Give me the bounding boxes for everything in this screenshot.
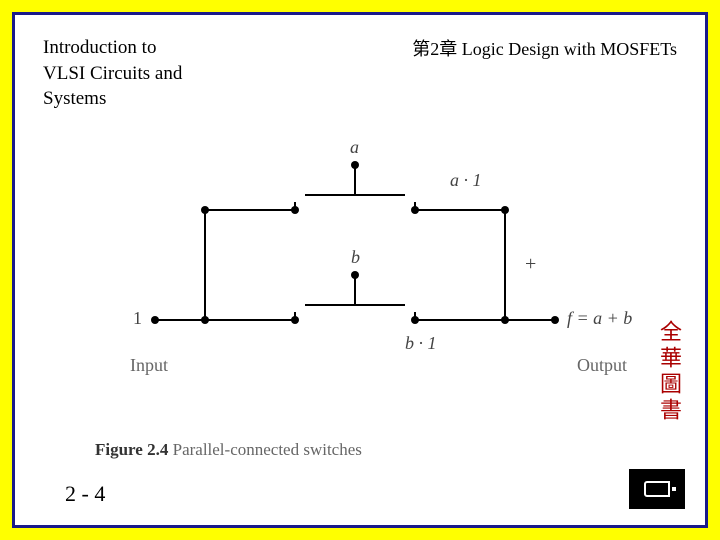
wire <box>415 319 505 321</box>
node <box>351 271 359 279</box>
node <box>291 206 299 214</box>
wire <box>354 275 356 305</box>
chapter-title: 第2章 Logic Design with MOSFETs <box>412 35 677 61</box>
slide-frame: Introduction to VLSI Circuits and System… <box>12 12 708 528</box>
node <box>501 316 509 324</box>
wire <box>204 210 206 321</box>
label-output: Output <box>577 355 627 376</box>
figure-diagram: a a · 1 b + 1 b · 1 f = a + b Input Outp… <box>95 115 655 435</box>
switch-bar-a <box>305 194 405 196</box>
node <box>551 316 559 324</box>
publisher-logo <box>629 469 685 509</box>
wire <box>205 209 295 211</box>
logo-icon <box>644 481 670 497</box>
label-input: Input <box>130 355 168 376</box>
label-one: 1 <box>133 308 142 329</box>
node <box>411 316 419 324</box>
node <box>501 206 509 214</box>
label-a: a <box>350 137 359 158</box>
wire <box>415 209 505 211</box>
node <box>351 161 359 169</box>
wire <box>504 210 506 321</box>
node <box>201 206 209 214</box>
wire <box>505 319 555 321</box>
wire <box>155 319 205 321</box>
node <box>151 316 159 324</box>
page-number: 2 - 4 <box>65 481 105 507</box>
label-plus: + <box>525 253 536 276</box>
wire <box>354 165 356 195</box>
label-a-dot-1: a · 1 <box>450 170 482 191</box>
node <box>291 316 299 324</box>
node <box>201 316 209 324</box>
publisher-vertical: 全華圖書 <box>653 320 685 424</box>
wire <box>205 319 295 321</box>
label-b: b <box>351 247 360 268</box>
figure-caption: Figure 2.4 Parallel-connected switches <box>95 440 362 460</box>
book-title: Introduction to VLSI Circuits and System… <box>43 35 203 112</box>
figure-number: Figure 2.4 <box>95 440 168 459</box>
switch-bar-b <box>305 304 405 306</box>
figure-title: Parallel-connected switches <box>168 440 362 459</box>
label-f-eq: f = a + b <box>567 308 632 329</box>
node <box>411 206 419 214</box>
label-b-dot-1: b · 1 <box>405 333 437 354</box>
